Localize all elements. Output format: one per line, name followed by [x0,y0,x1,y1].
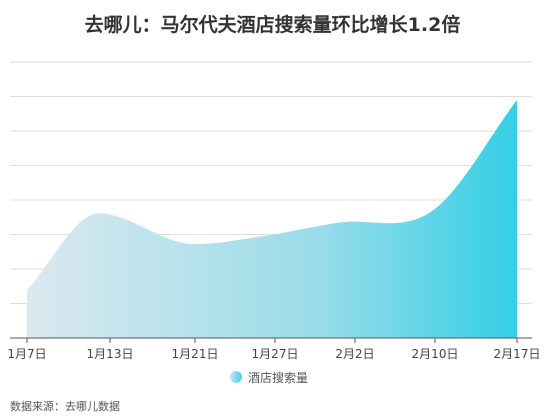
x-tick-label: 1月13日 [87,347,134,361]
source-note: 数据来源：去哪儿数据 [10,400,120,413]
x-tick-label: 2月17日 [494,347,541,361]
x-tick-label: 2月2日 [335,347,374,361]
x-tick-label: 1月21日 [172,347,219,361]
legend[interactable]: 酒店搜索量 [230,369,308,385]
x-tick-label: 2月10日 [412,347,459,361]
chart-title: 去哪儿：马尔代夫酒店搜索量环比增长1.2倍 [84,14,461,36]
x-axis: 1月7日 1月13日 1月21日 1月27日 2月2日 2月10日 2月17日 [7,337,541,361]
x-tick-label: 1月27日 [252,347,299,361]
area-series-fill [27,100,517,338]
legend-label: 酒店搜索量 [248,370,309,385]
x-tick-label: 1月7日 [7,347,46,361]
legend-swatch [230,371,242,383]
